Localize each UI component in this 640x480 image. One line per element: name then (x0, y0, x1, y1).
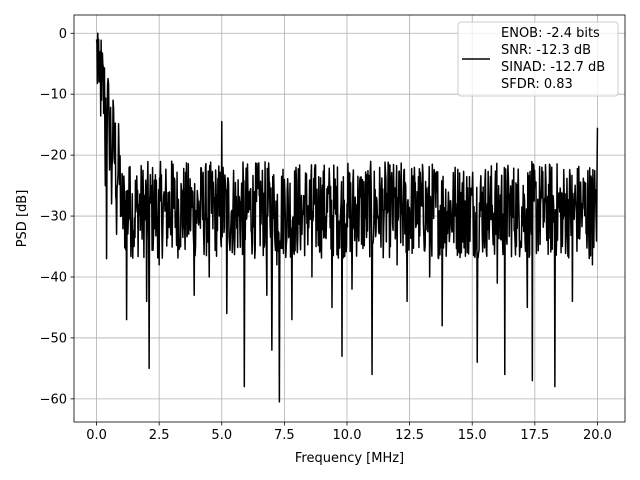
legend: ENOB: -2.4 bits SNR: -12.3 dB SINAD: -12… (457, 21, 619, 97)
axes-frame (73, 14, 626, 423)
y-tick-label: −60 (40, 392, 67, 407)
plot-area (95, 32, 599, 403)
x-tick-label: 7.5 (274, 428, 295, 443)
y-tick-label: −50 (40, 331, 67, 346)
y-axis-label: PSD [dB] (15, 190, 30, 248)
y-tick-label: 0 (59, 27, 67, 42)
legend-entry-snr: SNR: -12.3 dB (501, 43, 591, 58)
x-axis-label: Frequency [MHz] (295, 451, 404, 466)
y-tick-label: −10 (40, 88, 67, 103)
legend-entry-sfdr: SFDR: 0.83 (501, 77, 573, 92)
x-tick-label: 2.5 (149, 428, 170, 443)
y-tick-label: −40 (40, 270, 67, 285)
legend-entry-enob: ENOB: -2.4 bits (501, 26, 600, 41)
x-tick-label: 12.5 (395, 428, 424, 443)
x-tick-label: 0.0 (86, 428, 107, 443)
y-axis-ticks: 0 −10 −20 −30 −40 −50 −60 (40, 27, 74, 407)
psd-series-line (95, 32, 599, 403)
x-axis-ticks: 0.0 2.5 5.0 7.5 10.0 12.5 15.0 17.5 20.0 (86, 422, 612, 443)
x-tick-label: 20.0 (583, 428, 612, 443)
x-tick-label: 5.0 (211, 428, 232, 443)
x-tick-label: 17.5 (520, 428, 549, 443)
x-tick-label: 10.0 (333, 428, 362, 443)
y-tick-label: −30 (40, 210, 67, 225)
legend-box (457, 21, 619, 97)
y-tick-label: −20 (40, 149, 67, 164)
legend-entry-sinad: SINAD: -12.7 dB (501, 60, 605, 75)
x-tick-label: 15.0 (458, 428, 487, 443)
